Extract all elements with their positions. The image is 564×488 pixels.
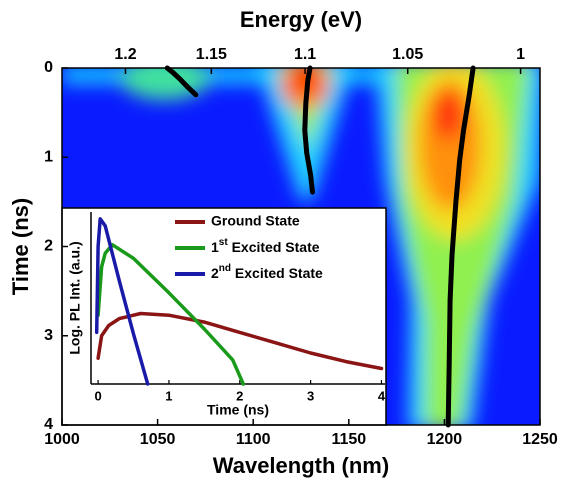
- y-tick-label: 0: [44, 59, 53, 76]
- data-line: [96, 242, 246, 386]
- x2-tick-label: 1.2: [114, 46, 136, 63]
- y-tick-label: 1: [44, 148, 53, 165]
- x-tick-label: 1150: [331, 431, 366, 448]
- inset-x-tick-label: 1: [165, 388, 172, 403]
- inset-x-tick-label: 4: [378, 388, 386, 403]
- heatmap: [62, 68, 540, 425]
- layer: 1000 1050 1100 1150 1200 1250 1.2 1.15 1.1 1.05 1 0…: [8, 7, 558, 478]
- y-tick-label: 3: [44, 327, 53, 344]
- x-tick-label: 1250: [522, 431, 558, 448]
- x2-tick-label: 1.15: [196, 46, 227, 63]
- y-axis-title: Time (ns): [8, 198, 33, 295]
- y-tick-label: 4: [44, 416, 53, 433]
- inset-x-tick-label: 3: [307, 388, 314, 403]
- legend-label: 1st Excited State: [211, 237, 320, 255]
- x2-tick-label: 1: [516, 46, 525, 63]
- x2-tick-label: 1.1: [294, 46, 316, 63]
- legend-label: Ground State: [211, 213, 300, 229]
- inset-y-axis-title: Log. PL Int. (a.u.): [67, 241, 83, 354]
- data-line: [94, 217, 150, 386]
- y-tick-label: 2: [44, 238, 53, 255]
- x2-tick-label: 1.05: [392, 46, 423, 63]
- x-tick-label: 1100: [236, 431, 271, 448]
- legend-label: 2nd Excited State: [211, 263, 323, 281]
- data-line: [96, 311, 384, 371]
- inset-x-tick-label: 0: [94, 388, 101, 403]
- inset-x-tick-label: 2: [236, 388, 243, 403]
- data-line: [302, 65, 315, 195]
- x2-axis-title: Energy (eV): [240, 7, 362, 32]
- x-tick-label: 1050: [140, 431, 176, 448]
- data-line: [445, 65, 476, 428]
- inset-x-axis-title: Time (ns): [207, 402, 269, 418]
- data-line: [164, 65, 199, 98]
- x-tick-label: 1000: [44, 431, 80, 448]
- x-axis-title: Wavelength (nm): [213, 453, 389, 478]
- x-tick-label: 1200: [427, 431, 463, 448]
- inset-box: [61, 207, 387, 426]
